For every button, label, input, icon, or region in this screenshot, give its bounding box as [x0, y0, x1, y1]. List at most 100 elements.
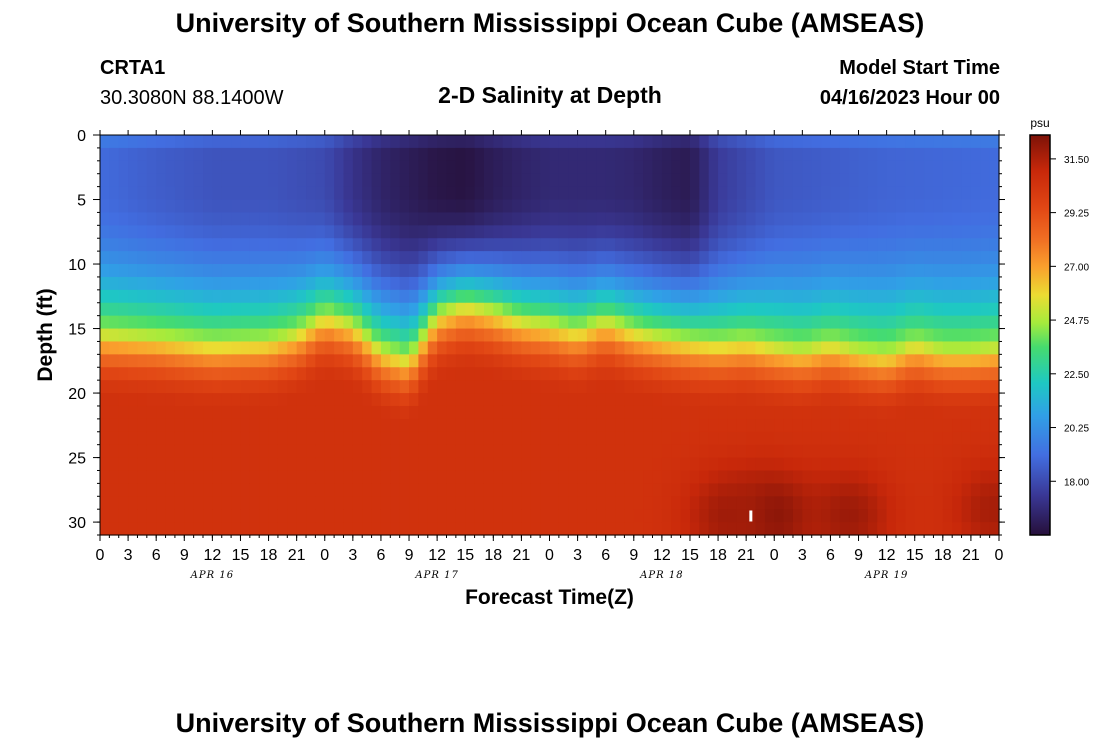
heatmap-cell [502, 147, 513, 162]
heatmap-cell [437, 276, 448, 291]
heatmap-cell [605, 444, 616, 459]
heatmap-cell [530, 328, 541, 343]
heatmap-cell [877, 483, 888, 497]
heatmap-cell [502, 238, 513, 252]
heatmap-cell [989, 509, 1000, 523]
heatmap-cell [586, 431, 597, 446]
heatmap-cell [259, 522, 270, 536]
heatmap-cell [989, 147, 1000, 162]
heatmap-cell [521, 354, 532, 368]
x-tick-label: 21 [737, 547, 755, 564]
heatmap-cell [858, 225, 869, 239]
heatmap-cell [390, 302, 401, 317]
heatmap-cell [193, 367, 204, 381]
heatmap-cell [792, 302, 803, 317]
heatmap-cell [474, 251, 485, 265]
heatmap-cell [718, 238, 729, 252]
heatmap-cell [624, 264, 635, 278]
heatmap-cell [605, 496, 616, 510]
heatmap-cell [689, 483, 700, 497]
heatmap-cell [165, 354, 176, 368]
heatmap-cell [427, 522, 438, 536]
heatmap-cell [165, 431, 176, 446]
heatmap-cell [324, 496, 335, 510]
heatmap-cell [277, 405, 288, 420]
heatmap-cell [736, 147, 747, 162]
heatmap-cell [212, 431, 223, 446]
heatmap-cell [558, 199, 569, 214]
heatmap-cell [830, 380, 841, 394]
heatmap-cell [240, 405, 251, 420]
heatmap-cell [118, 522, 129, 536]
heatmap-cell [577, 199, 588, 214]
heatmap-cell [259, 160, 270, 175]
heatmap-cell [699, 186, 710, 201]
heatmap-cell [933, 509, 944, 523]
heatmap-cell [746, 496, 757, 510]
y-tick-label: 10 [68, 257, 86, 274]
heatmap-cell [315, 341, 326, 355]
heatmap-cell [689, 251, 700, 265]
heatmap-cell [643, 380, 654, 394]
heatmap-cell [764, 147, 775, 162]
heatmap-cell [109, 135, 120, 149]
heatmap-cell [427, 380, 438, 394]
heatmap-cell [184, 393, 195, 407]
heatmap-cell [212, 380, 223, 394]
heatmap-cell [380, 199, 391, 214]
heatmap-cell [240, 470, 251, 484]
heatmap-cell [334, 289, 345, 304]
heatmap-cell [577, 341, 588, 355]
heatmap-cell [109, 457, 120, 472]
heatmap-cell [259, 238, 270, 252]
heatmap-cell [633, 315, 644, 330]
heatmap-cell [961, 470, 972, 484]
heatmap-cell [933, 147, 944, 162]
heatmap-cell [483, 418, 494, 433]
heatmap-cell [446, 173, 457, 188]
heatmap-cell [306, 289, 316, 304]
heatmap-cell [689, 418, 700, 433]
heatmap-cell [540, 431, 551, 446]
heatmap-cell [577, 367, 588, 381]
x-tick-label: 12 [203, 547, 221, 564]
heatmap-cell [521, 315, 532, 330]
x-tick-label: 21 [513, 547, 531, 564]
heatmap-cell [970, 328, 981, 343]
heatmap-cell [418, 135, 429, 149]
heatmap-cell [502, 264, 513, 278]
heatmap-cell [858, 328, 869, 343]
heatmap-cell [961, 354, 972, 368]
heatmap-cell [680, 444, 691, 459]
heatmap-cell [924, 328, 935, 343]
heatmap-cell [942, 457, 953, 472]
heatmap-cell [493, 212, 504, 226]
heatmap-cell [980, 431, 991, 446]
heatmap-cell [306, 135, 316, 149]
heatmap-cell [277, 264, 288, 278]
heatmap-cell [802, 328, 813, 343]
heatmap-cell [512, 289, 523, 304]
heatmap-cell [558, 225, 569, 239]
x-tick-label: 9 [854, 547, 863, 564]
heatmap-cell [774, 328, 785, 343]
heatmap-cell [306, 147, 316, 162]
heatmap-cell [100, 393, 110, 407]
heatmap-cell [380, 509, 391, 523]
heatmap-cell [343, 212, 354, 226]
heatmap-cell [203, 238, 213, 252]
heatmap-cell [128, 509, 139, 523]
heatmap-cell [362, 135, 373, 149]
heatmap-cell [502, 522, 513, 536]
heatmap-cell [390, 147, 401, 162]
heatmap-cell [128, 173, 139, 188]
heatmap-cell [156, 509, 167, 523]
heatmap-cell [165, 135, 176, 149]
heatmap-cell [118, 470, 129, 484]
heatmap-cell [811, 470, 822, 484]
heatmap-cell [249, 418, 260, 433]
heatmap-cell [568, 470, 579, 484]
heatmap-cell [249, 405, 260, 420]
heatmap-cell [586, 212, 597, 226]
heatmap-cell [895, 380, 906, 394]
